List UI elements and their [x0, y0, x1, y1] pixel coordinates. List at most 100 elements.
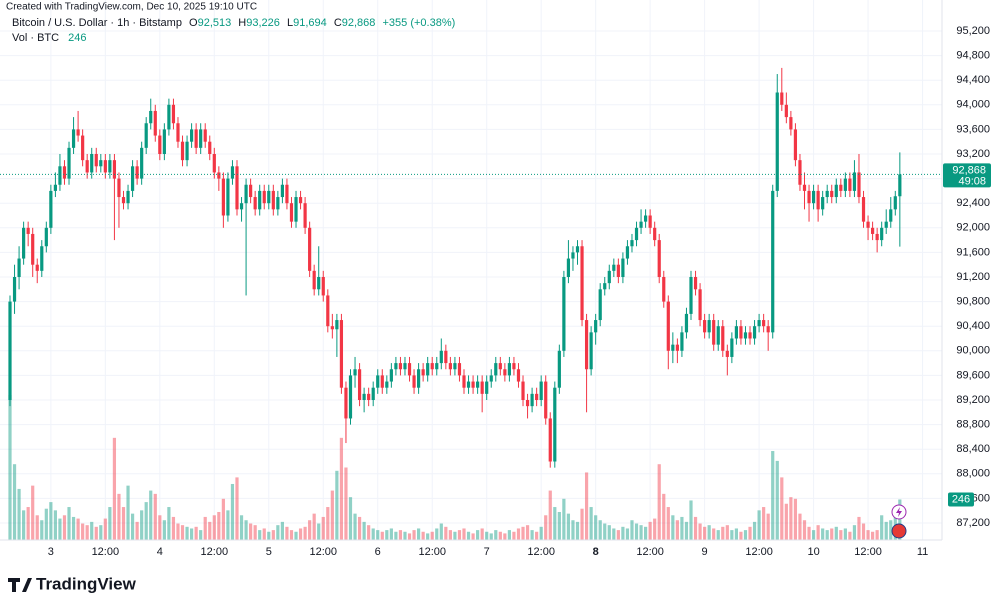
volume-bar — [616, 530, 620, 540]
volume-bar — [217, 511, 221, 540]
volume-bar — [149, 490, 153, 540]
volume-bar — [730, 530, 734, 540]
volume-bar — [321, 516, 325, 540]
volume-bar — [653, 518, 657, 540]
volume-bar — [557, 511, 561, 540]
volume-bar — [144, 502, 148, 540]
candle-body — [798, 160, 802, 185]
candle-body — [775, 92, 779, 191]
volume-bar — [208, 521, 212, 540]
volume-bar — [821, 528, 825, 540]
volume-bar — [22, 510, 26, 540]
candle-body — [489, 375, 493, 382]
candle-body — [766, 326, 770, 333]
axes: 87,20087,60088,00088,40088,80089,20089,6… — [48, 25, 991, 558]
candle-body — [507, 363, 511, 376]
volume-bar — [371, 528, 375, 540]
candle-body — [26, 227, 30, 234]
volume-bar — [811, 530, 816, 540]
volume-bar — [657, 464, 661, 540]
candle-body — [893, 196, 897, 210]
candle-body — [580, 246, 584, 321]
candle-body — [194, 129, 198, 148]
icon-flag[interactable] — [891, 523, 907, 539]
volume-bar — [108, 507, 112, 540]
logo-mark — [8, 578, 32, 592]
candle-body — [417, 369, 421, 388]
candle-body — [530, 393, 534, 407]
candle-body — [144, 123, 148, 148]
volume-bar — [249, 523, 253, 540]
volume-bar — [498, 531, 502, 540]
volume-bar — [8, 395, 12, 540]
change: +355 (+0.38%) — [382, 17, 455, 29]
candle-body — [485, 381, 489, 394]
volume-bar — [99, 525, 103, 540]
volume-bar — [648, 521, 652, 540]
candle-body — [453, 363, 457, 370]
candle-body — [371, 387, 375, 400]
high-key: H — [238, 17, 246, 29]
candle-body — [190, 129, 194, 142]
volume-bar — [199, 530, 203, 540]
volume-bar — [457, 530, 462, 540]
volume-bar — [671, 515, 675, 540]
volume-bar — [258, 530, 262, 540]
candle-body — [53, 184, 57, 191]
candle-body — [521, 381, 525, 400]
candle-body — [607, 270, 611, 284]
candle-body — [271, 190, 275, 210]
pane-icons — [891, 504, 907, 539]
volume-bar — [394, 531, 398, 540]
volume-bar — [766, 513, 770, 540]
candle-body — [848, 178, 852, 191]
candle-body — [357, 369, 362, 400]
volume-bar — [317, 523, 321, 540]
candle-body — [31, 233, 35, 265]
volume-bar — [680, 516, 684, 540]
candle-body — [466, 381, 471, 388]
candle-body — [35, 264, 39, 271]
volume-bar — [693, 516, 698, 540]
candle-body — [811, 190, 816, 204]
volume-bar — [167, 507, 171, 540]
candle-body — [130, 166, 135, 191]
candle-body — [544, 381, 548, 419]
candle-body — [267, 190, 271, 204]
candle-body — [203, 129, 207, 142]
volume-label: 246 — [952, 493, 970, 505]
volume-bar — [226, 510, 230, 540]
volume-bar — [775, 460, 779, 540]
candle-body — [730, 338, 734, 357]
x-tick-label: 7 — [484, 546, 490, 558]
candle-body — [666, 301, 670, 351]
volume-bar — [703, 526, 707, 540]
x-tick-label: 12:00 — [636, 546, 664, 558]
volume-bar — [503, 533, 507, 540]
volume-bar — [339, 437, 344, 540]
candle-body — [153, 110, 157, 136]
candle-body — [707, 320, 711, 333]
candle-body — [789, 117, 793, 130]
candle-body — [802, 184, 807, 191]
volume-bar — [612, 528, 616, 540]
candle-body — [235, 166, 239, 210]
y-tick-label: 91,600 — [956, 246, 990, 258]
volume-bar — [158, 515, 162, 540]
y-tick-label: 87,200 — [956, 517, 990, 529]
x-tick-label: 9 — [702, 546, 708, 558]
candle-body — [793, 129, 798, 161]
candle-body — [680, 332, 684, 351]
volume-bar — [262, 528, 266, 540]
volume-bar — [857, 516, 861, 540]
candle-body — [675, 344, 679, 351]
volume-bar — [330, 490, 334, 540]
y-tick-label: 89,200 — [956, 394, 990, 406]
legend-row: Bitcoin / U.S. Dollar · 1h · Bitstamp O9… — [12, 17, 455, 29]
volume-bar — [575, 521, 580, 540]
candle-body — [857, 172, 861, 198]
x-tick-label: 8 — [593, 546, 599, 558]
close-value: 92,868 — [342, 17, 376, 29]
